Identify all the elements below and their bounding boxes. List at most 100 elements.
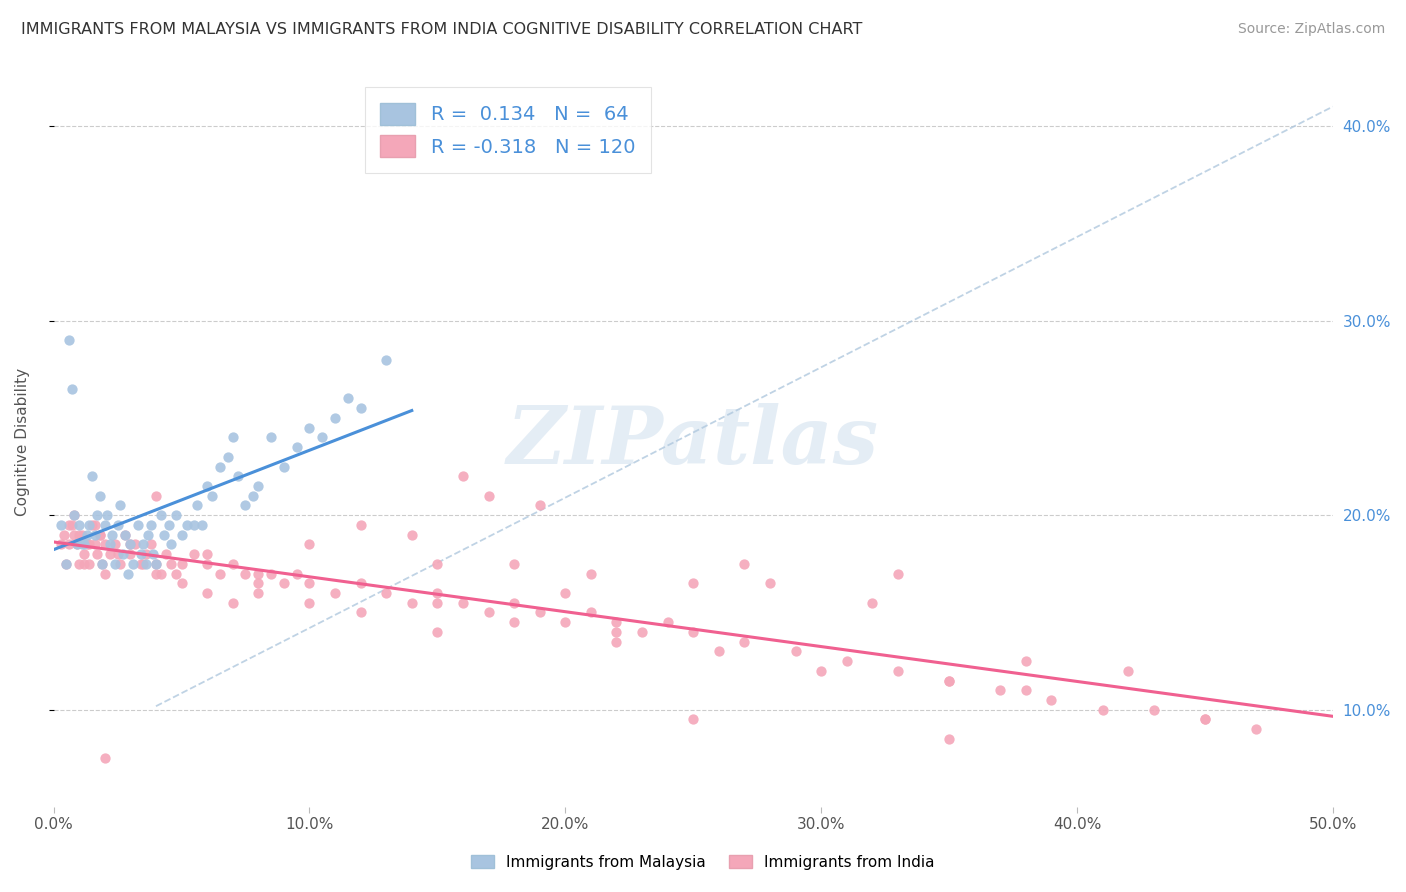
Point — [631, 624, 654, 639]
Point — [80, 469, 103, 483]
Point — [104, 557, 127, 571]
Point — [89, 527, 111, 541]
Point — [1194, 713, 1216, 727]
Point — [605, 615, 627, 629]
Point — [349, 576, 371, 591]
Point — [107, 517, 129, 532]
Point — [503, 596, 526, 610]
Point — [165, 566, 187, 581]
Point — [132, 537, 155, 551]
Point — [195, 557, 218, 571]
Point — [170, 557, 193, 571]
Point — [605, 624, 627, 639]
Point — [67, 517, 90, 532]
Point — [451, 596, 474, 610]
Point — [682, 713, 704, 727]
Point — [242, 489, 264, 503]
Point — [1040, 693, 1063, 707]
Point — [235, 499, 257, 513]
Point — [195, 547, 218, 561]
Point — [86, 508, 108, 523]
Point — [201, 489, 224, 503]
Point — [260, 430, 283, 444]
Point — [124, 537, 146, 551]
Point — [938, 673, 960, 688]
Point — [860, 596, 883, 610]
Point — [260, 566, 283, 581]
Point — [70, 537, 93, 551]
Point — [186, 499, 208, 513]
Point — [58, 537, 80, 551]
Point — [247, 566, 270, 581]
Point — [104, 537, 127, 551]
Point — [554, 586, 576, 600]
Point — [165, 508, 187, 523]
Point — [63, 508, 86, 523]
Point — [176, 517, 198, 532]
Point — [195, 586, 218, 600]
Point — [122, 557, 145, 571]
Point — [94, 751, 117, 765]
Point — [426, 557, 449, 571]
Point — [155, 547, 177, 561]
Point — [733, 557, 755, 571]
Point — [145, 566, 167, 581]
Point — [114, 527, 136, 541]
Point — [938, 673, 960, 688]
Point — [191, 517, 214, 532]
Point — [298, 537, 321, 551]
Point — [323, 410, 346, 425]
Point — [810, 664, 832, 678]
Y-axis label: Cognitive Disability: Cognitive Disability — [15, 368, 30, 516]
Point — [235, 566, 257, 581]
Point — [70, 527, 93, 541]
Point — [298, 596, 321, 610]
Point — [142, 547, 165, 561]
Point — [145, 557, 167, 571]
Point — [579, 566, 602, 581]
Point — [785, 644, 807, 658]
Point — [336, 392, 359, 406]
Point — [89, 527, 111, 541]
Point — [79, 517, 101, 532]
Point — [183, 517, 205, 532]
Point — [91, 557, 114, 571]
Point — [835, 654, 858, 668]
Point — [136, 527, 159, 541]
Point — [1143, 703, 1166, 717]
Point — [58, 333, 80, 347]
Point — [145, 557, 167, 571]
Point — [375, 352, 398, 367]
Point — [208, 566, 231, 581]
Point — [273, 459, 295, 474]
Point — [222, 430, 245, 444]
Point — [375, 586, 398, 600]
Point — [183, 547, 205, 561]
Point — [135, 557, 157, 571]
Point — [101, 527, 124, 541]
Point — [311, 430, 333, 444]
Point — [55, 557, 77, 571]
Point — [83, 527, 105, 541]
Point — [222, 557, 245, 571]
Point — [1015, 683, 1038, 698]
Point — [67, 557, 90, 571]
Point — [887, 566, 910, 581]
Point — [1116, 664, 1139, 678]
Point — [285, 440, 308, 454]
Point — [150, 566, 173, 581]
Point — [273, 576, 295, 591]
Point — [208, 459, 231, 474]
Point — [349, 606, 371, 620]
Point — [98, 547, 121, 561]
Point — [759, 576, 782, 591]
Point — [222, 596, 245, 610]
Point — [139, 537, 162, 551]
Point — [98, 537, 121, 551]
Point — [60, 382, 83, 396]
Point — [707, 644, 730, 658]
Point — [79, 537, 101, 551]
Point — [94, 537, 117, 551]
Point — [152, 527, 174, 541]
Point — [55, 557, 77, 571]
